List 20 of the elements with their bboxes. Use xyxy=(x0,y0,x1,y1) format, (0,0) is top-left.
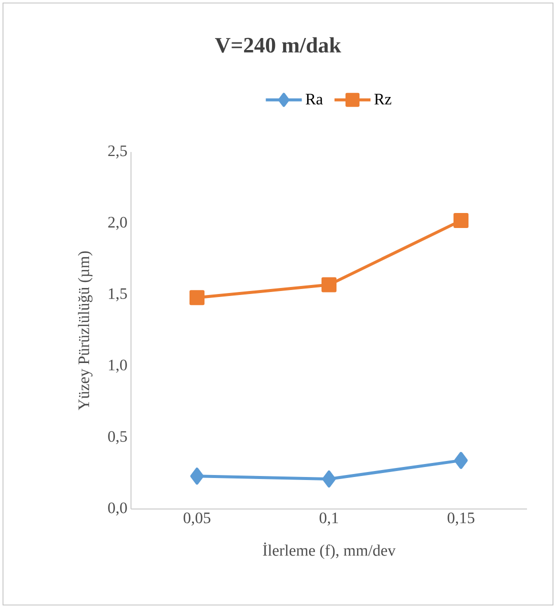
legend-label: Ra xyxy=(306,94,323,104)
x-tick-label: 0,1 xyxy=(320,512,338,526)
y-tick-label: 2,0 xyxy=(108,216,127,230)
legend-label: Rz xyxy=(374,94,392,104)
point xyxy=(321,277,336,292)
point xyxy=(190,468,204,485)
chart-title: V=240 m/dak xyxy=(215,37,342,53)
point xyxy=(322,470,336,488)
point xyxy=(190,290,204,306)
y-tick-label: 0,0 xyxy=(108,502,127,516)
y-tick-label: 1,5 xyxy=(108,288,127,302)
y-axis-title: Yüzey Pürüzlülüğü (µm) xyxy=(78,251,92,410)
point xyxy=(453,213,468,228)
point xyxy=(454,452,468,469)
y-tick-label: 2,5 xyxy=(108,145,127,158)
x-tick-label: 0,15 xyxy=(448,512,474,526)
y-tick-label: 1,0 xyxy=(108,360,127,373)
x-axis-title: İlerleme (f), mm/dev xyxy=(262,542,396,560)
x-tick-label: 0,05 xyxy=(184,512,210,526)
y-tick-label: 0,5 xyxy=(108,431,127,444)
